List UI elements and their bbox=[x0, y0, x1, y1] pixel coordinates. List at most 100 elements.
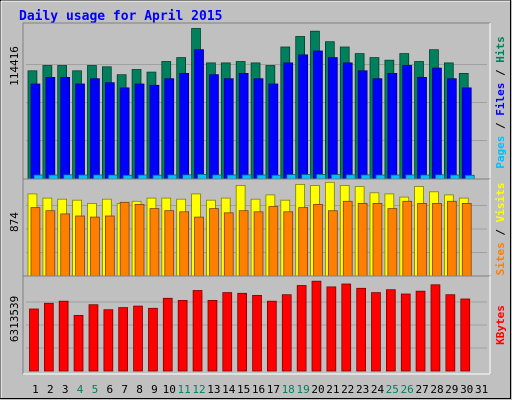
bar-hits-files-15 bbox=[238, 73, 249, 180]
bar-hits-files-8 bbox=[134, 83, 145, 180]
x-tick-label: 13 bbox=[207, 383, 220, 396]
bar-kbytes-kbytes-11 bbox=[177, 299, 188, 372]
bar-visits-sites-6 bbox=[105, 215, 115, 277]
bar-hits-pages-20 bbox=[316, 173, 326, 180]
panel-kbytes: 6313539 KBytes bbox=[8, 275, 507, 375]
bar-visits-sites-23 bbox=[357, 202, 368, 277]
x-tick-label: 8 bbox=[136, 383, 143, 396]
bar-kbytes-kbytes-27 bbox=[415, 290, 426, 372]
bar-hits-pages-3 bbox=[63, 174, 74, 180]
bar-hits-pages-28 bbox=[435, 174, 445, 180]
bar-hits-pages-18 bbox=[286, 174, 297, 180]
bar-kbytes-kbytes-6 bbox=[103, 309, 114, 372]
bar-visits-sites-2 bbox=[45, 210, 56, 277]
bar-hits-files-21 bbox=[327, 57, 338, 180]
bar-kbytes-kbytes-5 bbox=[88, 304, 99, 372]
bar-kbytes-kbytes-7 bbox=[118, 307, 128, 372]
bar-visits-sites-15 bbox=[238, 210, 249, 277]
bar-kbytes-kbytes-19 bbox=[296, 285, 307, 372]
bar-kbytes-kbytes-25 bbox=[385, 289, 396, 372]
y-max-label: 874 bbox=[8, 212, 21, 232]
bar-kbytes-kbytes-23 bbox=[356, 287, 367, 372]
bar-hits-pages-16 bbox=[256, 174, 267, 180]
x-tick-label: 15 bbox=[237, 383, 250, 396]
x-tick-label: 4 bbox=[77, 383, 84, 396]
bar-hits-pages-25 bbox=[390, 174, 401, 180]
bar-hits-pages-30 bbox=[464, 174, 475, 180]
bar-visits-sites-28 bbox=[432, 202, 442, 277]
legend-files: Files bbox=[494, 83, 507, 116]
bar-visits-sites-18 bbox=[283, 211, 294, 277]
x-tick-label: 19 bbox=[296, 383, 309, 396]
bar-visits-sites-5 bbox=[90, 216, 100, 277]
x-tick-label: 2 bbox=[47, 383, 54, 396]
bar-hits-files-24 bbox=[372, 78, 383, 180]
y-max-label: 114416 bbox=[8, 46, 21, 86]
bar-visits-sites-20 bbox=[313, 203, 323, 277]
bar-kbytes-kbytes-14 bbox=[222, 292, 233, 372]
bar-hits-files-2 bbox=[45, 77, 56, 180]
bar-visits-sites-30 bbox=[461, 202, 472, 277]
bar-hits-pages-5 bbox=[93, 174, 103, 180]
bar-hits-files-4 bbox=[75, 83, 85, 180]
bar-hits-pages-2 bbox=[48, 174, 59, 180]
bar-kbytes-kbytes-24 bbox=[371, 292, 381, 372]
panel-hits: 114416 Pages / Files / Hits bbox=[8, 22, 507, 183]
bar-hits-files-29 bbox=[446, 78, 457, 180]
bar-visits-sites-7 bbox=[119, 201, 130, 277]
bar-hits-files-1 bbox=[30, 83, 41, 180]
bar-hits-files-30 bbox=[461, 87, 472, 180]
x-tick-label: 31 bbox=[475, 383, 488, 396]
bar-kbytes-kbytes-3 bbox=[58, 300, 69, 372]
bar-kbytes-kbytes-18 bbox=[281, 294, 292, 372]
bar-hits-files-26 bbox=[402, 65, 413, 180]
bar-kbytes-kbytes-13 bbox=[207, 299, 218, 372]
x-tick-label: 16 bbox=[252, 383, 265, 396]
bar-hits-pages-22 bbox=[345, 174, 356, 180]
bar-hits-pages-29 bbox=[449, 174, 460, 180]
bar-hits-pages-11 bbox=[182, 174, 192, 180]
bar-kbytes-kbytes-30 bbox=[460, 298, 471, 372]
bar-hits-files-11 bbox=[179, 73, 189, 180]
bar-hits-files-7 bbox=[119, 87, 130, 180]
series-legend-kbytes: KBytes bbox=[494, 305, 507, 345]
bar-hits-pages-6 bbox=[108, 174, 118, 180]
bar-kbytes-kbytes-16 bbox=[252, 294, 262, 372]
bar-visits-sites-21 bbox=[327, 210, 338, 277]
bar-visits-sites-29 bbox=[446, 200, 457, 277]
x-tick-label: 23 bbox=[356, 383, 369, 396]
bar-kbytes-kbytes-12 bbox=[192, 290, 203, 372]
x-tick-label: 3 bbox=[62, 383, 69, 396]
x-tick-label: 6 bbox=[106, 383, 113, 396]
bar-hits-files-9 bbox=[149, 84, 160, 180]
x-tick-label: 30 bbox=[460, 383, 473, 396]
bar-hits-pages-23 bbox=[360, 174, 371, 180]
x-tick-label: 21 bbox=[326, 383, 339, 396]
panel-visits: 874 Sites / Visits bbox=[8, 178, 507, 280]
bar-visits-sites-1 bbox=[30, 207, 41, 277]
x-tick-label: 18 bbox=[282, 383, 295, 396]
legend-separator: / bbox=[494, 222, 507, 242]
bar-visits-sites-3 bbox=[60, 213, 71, 277]
bar-visits-sites-25 bbox=[387, 208, 398, 277]
bar-hits-pages-27 bbox=[420, 174, 430, 180]
bar-hits-files-20 bbox=[313, 50, 323, 180]
legend-pages: Pages bbox=[494, 136, 507, 169]
legend-separator: / bbox=[494, 116, 507, 136]
x-tick-label: 7 bbox=[121, 383, 128, 396]
bar-kbytes-kbytes-2 bbox=[44, 302, 54, 372]
series-legend-hits: Pages / Files / Hits bbox=[494, 36, 507, 169]
x-axis-labels: 1 2 3 4 5 6 7 8 9 10 11 12 13 14 15 16 17 18 19 20 21 22 23 24 2… bbox=[32, 383, 488, 396]
bar-hits-pages-21 bbox=[330, 174, 341, 180]
x-tick-label: 14 bbox=[222, 383, 236, 396]
bar-hits-files-10 bbox=[164, 78, 175, 180]
bar-visits-sites-14 bbox=[223, 212, 234, 277]
chart-title: Daily usage for April 2015 bbox=[19, 9, 223, 24]
bar-hits-files-19 bbox=[298, 54, 309, 180]
bar-hits-files-23 bbox=[357, 70, 368, 180]
bar-hits-files-27 bbox=[417, 77, 427, 180]
bar-hits-pages-19 bbox=[301, 174, 312, 180]
legend-kbytes: KBytes bbox=[494, 305, 507, 345]
bar-hits-pages-12 bbox=[197, 173, 207, 180]
